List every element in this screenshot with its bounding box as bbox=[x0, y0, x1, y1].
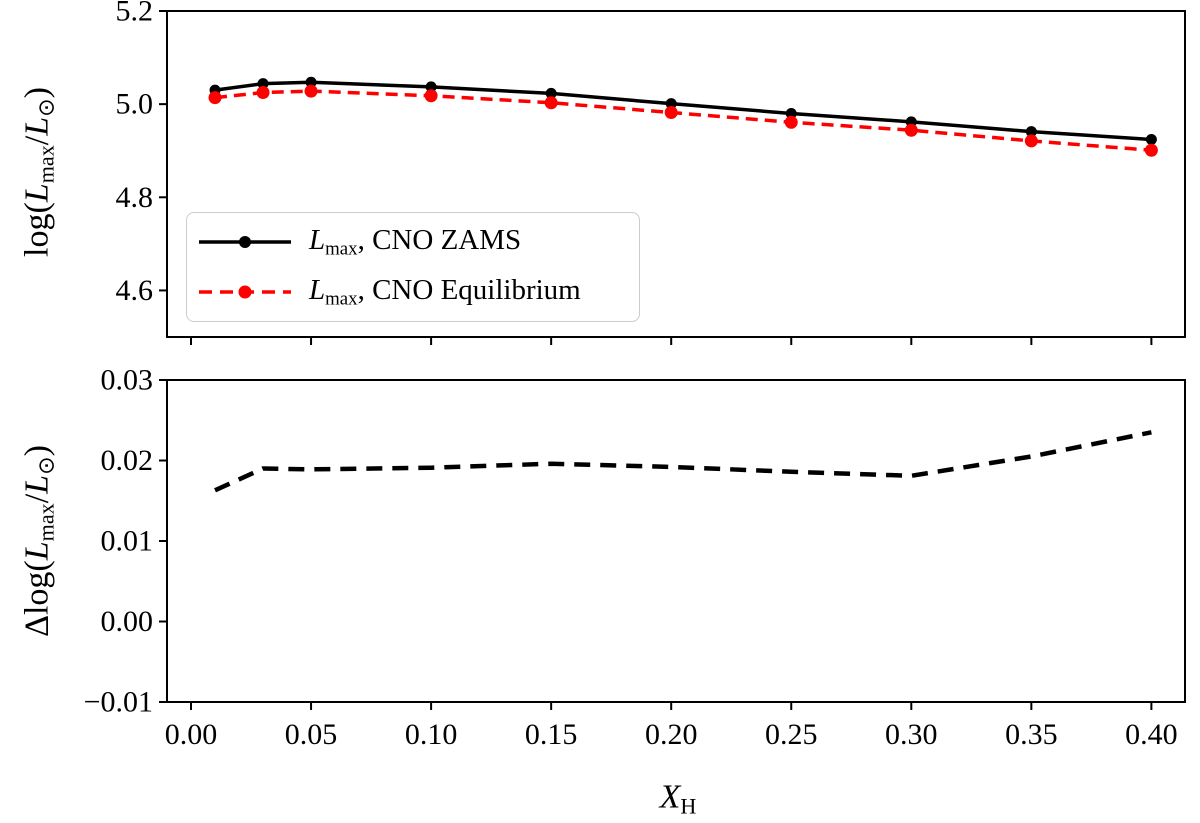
x-tick-label: 0.35 bbox=[1005, 718, 1058, 751]
data-point-marker bbox=[257, 78, 269, 90]
y-tick-label: −0.01 bbox=[84, 686, 153, 719]
data-point-marker bbox=[1145, 134, 1157, 146]
xlabel-symbol: X bbox=[659, 778, 681, 816]
data-point-marker bbox=[425, 81, 437, 93]
ylabel-subscript: max bbox=[33, 145, 59, 184]
data-point-marker bbox=[544, 96, 558, 110]
legend-text: , CNO Equilibrium bbox=[357, 273, 581, 306]
data-point-marker bbox=[904, 123, 918, 137]
legend-line-solid-icon bbox=[199, 236, 291, 248]
ylabel-text: log( bbox=[18, 202, 56, 257]
top-y-axis-label: log(Lmax/L⊙) bbox=[18, 87, 59, 257]
ylabel-subscript: max bbox=[33, 503, 59, 542]
data-point-marker bbox=[784, 115, 798, 129]
y-tick-label: 0.00 bbox=[101, 605, 154, 638]
ylabel-symbol: L bbox=[18, 541, 56, 561]
ylabel-symbol2: L bbox=[18, 474, 56, 494]
ylabel-close: ) bbox=[18, 445, 56, 457]
sun-symbol-subscript: ⊙ bbox=[33, 456, 59, 475]
legend-entry-zams: Lmax, CNO ZAMS bbox=[197, 221, 639, 263]
data-point-marker bbox=[304, 84, 318, 98]
ylabel-slash: / bbox=[18, 135, 56, 146]
legend-marker-dot bbox=[238, 285, 252, 299]
x-tick-label: 0.05 bbox=[285, 718, 338, 751]
legend-box: Lmax, CNO ZAMS Lmax, CNO Equilibrium bbox=[186, 212, 640, 322]
y-tick-label: 4.6 bbox=[116, 274, 154, 307]
x-tick-label: 0.30 bbox=[885, 718, 938, 751]
axes-frame bbox=[166, 379, 1186, 703]
ylabel-symbol2: L bbox=[18, 116, 56, 136]
y-tick-label: 0.02 bbox=[101, 444, 154, 477]
series-line-0 bbox=[214, 430, 1152, 493]
data-point-marker bbox=[256, 86, 270, 99]
y-tick-label: 0.03 bbox=[101, 364, 154, 397]
x-tick-label: 0.40 bbox=[1125, 718, 1178, 751]
legend-marker-dot bbox=[239, 236, 251, 248]
legend-symbol: L bbox=[309, 223, 326, 256]
x-tick-label: 0.20 bbox=[645, 718, 698, 751]
ylabel-text: Δlog( bbox=[18, 560, 56, 637]
x-tick-label: 0.15 bbox=[525, 718, 578, 751]
data-point-marker bbox=[1144, 143, 1158, 157]
axes-frame bbox=[166, 10, 1186, 338]
ylabel-close: ) bbox=[18, 87, 56, 99]
x-tick-label: 0.10 bbox=[405, 718, 458, 751]
legend-symbol: L bbox=[309, 273, 326, 306]
legend-text: , CNO ZAMS bbox=[357, 223, 522, 256]
data-point-marker bbox=[208, 91, 222, 105]
y-tick-label: 4.8 bbox=[116, 181, 154, 214]
data-point-marker bbox=[665, 98, 677, 110]
legend-subscript: max bbox=[325, 238, 358, 260]
ylabel-symbol: L bbox=[18, 183, 56, 203]
legend-label: Lmax, CNO ZAMS bbox=[309, 224, 521, 260]
xlabel-subscript: H bbox=[680, 793, 697, 819]
data-point-marker bbox=[1025, 126, 1037, 138]
legend-entry-equilibrium: Lmax, CNO Equilibrium bbox=[197, 271, 639, 313]
bottom-panel: 0.00 0.05 0.10 0.15 0.20 0.25 0.30 0.35 0.40 0.03… bbox=[84, 364, 1186, 751]
bottom-y-axis-label: Δlog(Lmax/L⊙) bbox=[18, 445, 59, 637]
data-point-marker bbox=[664, 106, 678, 120]
y-tick-label: 5.0 bbox=[116, 88, 154, 121]
sun-symbol-subscript: ⊙ bbox=[33, 98, 59, 117]
x-tick-label: 0.00 bbox=[165, 718, 218, 751]
y-tick-label: 0.01 bbox=[101, 525, 154, 558]
series-line-0 bbox=[214, 80, 1152, 142]
data-point-marker bbox=[305, 76, 317, 88]
legend-label: Lmax, CNO Equilibrium bbox=[309, 274, 581, 310]
data-point-marker bbox=[545, 87, 557, 99]
data-point-marker bbox=[424, 89, 438, 103]
series-line-1 bbox=[214, 89, 1152, 152]
top-panel: 5.2 5.0 4.8 4.6 bbox=[116, 0, 1186, 345]
y-tick-label: 5.2 bbox=[116, 0, 154, 28]
legend-line-dashed-icon bbox=[199, 285, 291, 299]
ylabel-slash: / bbox=[18, 493, 56, 504]
x-axis-label: XH bbox=[660, 778, 697, 819]
data-point-marker bbox=[785, 107, 797, 119]
legend-subscript: max bbox=[325, 288, 358, 310]
data-point-marker bbox=[1024, 134, 1038, 148]
x-tick-label: 0.25 bbox=[765, 718, 818, 751]
